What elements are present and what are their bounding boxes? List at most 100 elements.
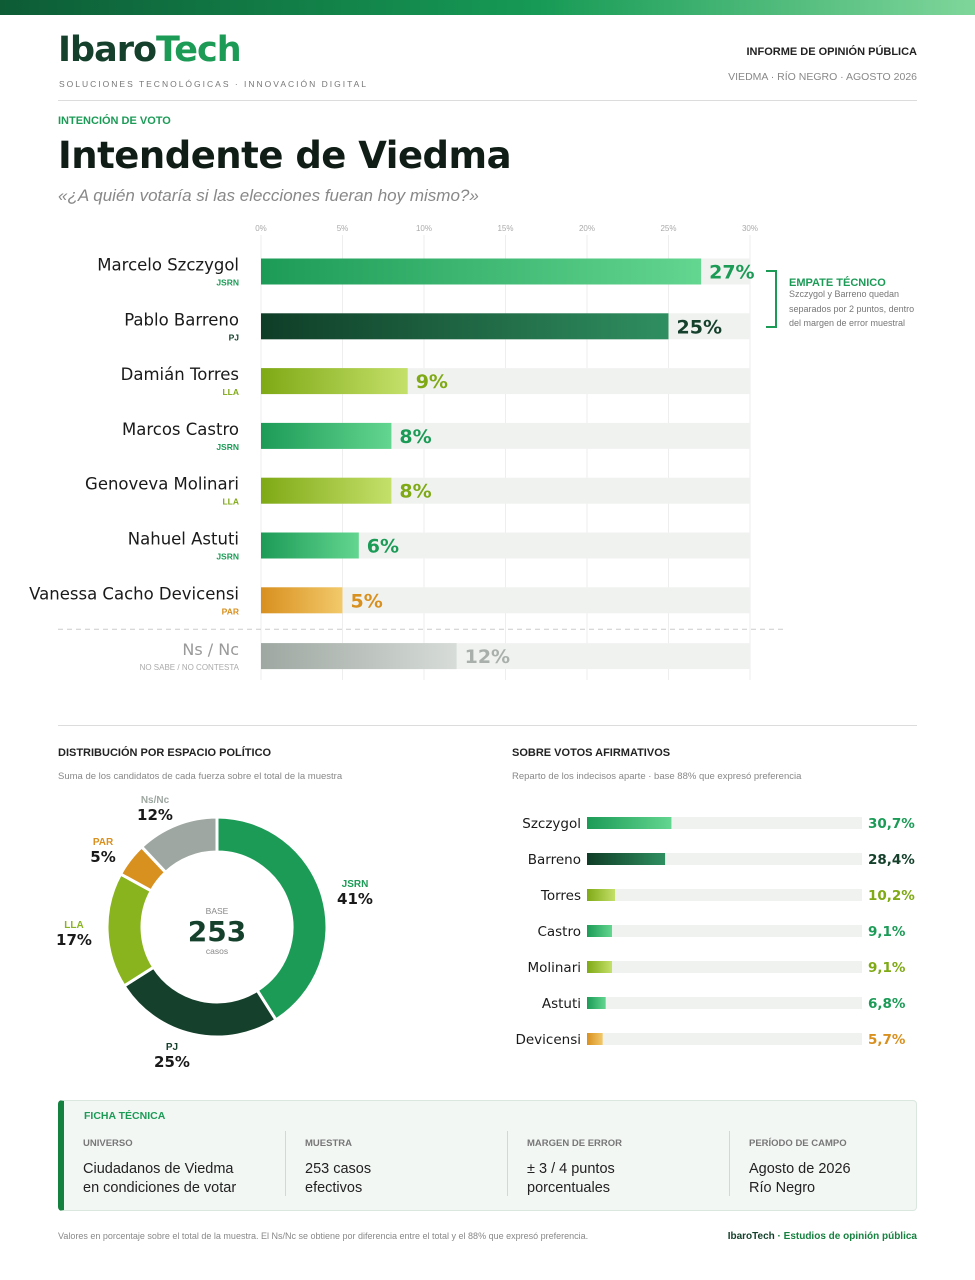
mini-bar-value: 10,2%	[868, 888, 915, 904]
bar	[261, 422, 392, 449]
slice-value: 5%	[90, 848, 115, 866]
mini-bar-name: Torres	[540, 888, 581, 904]
candidate-name: Marcos Castro	[122, 420, 239, 439]
data-label: 25%	[677, 316, 722, 338]
data-label: 9%	[416, 371, 448, 393]
donut-slice	[122, 965, 279, 1039]
ficha-margin: MARGEN DE ERROR ± 3 / 4 puntos porcentua…	[527, 1131, 727, 1201]
donut-slice	[139, 815, 219, 875]
party-label: PJ	[229, 332, 240, 342]
mini-bar-value: 6,8%	[868, 996, 906, 1012]
ficha-divider	[507, 1131, 508, 1196]
mini-bar-value: 9,1%	[868, 924, 906, 940]
distribution-subtitle: Suma de los candidatos de cada fuerza so…	[58, 771, 343, 782]
slice-value: 41%	[337, 890, 373, 908]
top-accent-bar	[0, 0, 975, 15]
slice-name: LLA	[64, 920, 83, 931]
candidate-name: Ns / Nc	[182, 640, 239, 659]
donut-center-unit: casos	[206, 946, 228, 956]
donut-center-label: BASE	[206, 906, 229, 916]
data-label: 5%	[351, 590, 383, 612]
data-label: 12%	[465, 646, 510, 668]
ficha-universe: UNIVERSO Ciudadanos de Viedma en condici…	[83, 1131, 283, 1201]
ficha-period-value: Agosto de 2026 Río Negro	[749, 1161, 851, 1196]
mini-bar-name: Barreno	[528, 852, 581, 868]
ficha-sample: MUESTRA 253 casos efectivos	[305, 1131, 505, 1201]
slice-value: 17%	[56, 931, 92, 949]
slice-name: PAR	[93, 837, 114, 848]
ficha-divider	[285, 1131, 286, 1196]
mini-bar	[587, 961, 613, 973]
bar	[261, 368, 408, 395]
party-label: NO SABE / NO CONTESTA	[140, 663, 240, 672]
mini-bar-name: Devicensi	[515, 1032, 581, 1048]
slice-name: Ns/Nc	[141, 795, 170, 806]
candidate-name: Damián Torres	[121, 365, 239, 384]
donut-slice	[105, 871, 156, 989]
slice-value: 25%	[154, 1053, 190, 1071]
distribution-title: DISTRIBUCIÓN POR ESPACIO POLÍTICO	[58, 747, 272, 759]
bar	[261, 532, 359, 559]
technical-sheet: FICHA TÉCNICA UNIVERSO Ciudadanos de Vie…	[58, 1100, 917, 1211]
party-label: JSRN	[216, 552, 239, 562]
bar	[261, 258, 702, 285]
mini-bar	[587, 817, 672, 829]
mini-bar	[587, 925, 613, 937]
mini-bar-value: 9,1%	[868, 960, 906, 976]
party-label: PAR	[222, 606, 239, 616]
slice-value: 12%	[137, 806, 173, 824]
donut-center-value: 253	[188, 915, 246, 948]
ficha-period-header: PERÍODO DE CAMPO	[749, 1138, 847, 1149]
data-label: 6%	[367, 536, 399, 558]
mini-bar-name: Molinari	[527, 960, 581, 976]
mini-bar	[587, 997, 606, 1009]
mini-bar-value: 30,7%	[868, 816, 915, 832]
mini-bar-value: 28,4%	[868, 852, 915, 868]
data-label: 8%	[399, 426, 431, 448]
technical-sheet-title: FICHA TÉCNICA	[84, 1110, 166, 1122]
mini-bar-track	[587, 925, 862, 937]
header-divider	[58, 100, 917, 101]
ficha-sample-value: 253 casos efectivos	[305, 1161, 372, 1196]
brand-tagline: SOLUCIONES TECNOLÓGICAS · INNOVACIÓN DIG…	[59, 79, 369, 89]
bar	[261, 477, 392, 504]
mini-bar	[587, 889, 616, 901]
ficha-divider	[729, 1131, 730, 1196]
data-label: 8%	[399, 481, 431, 503]
ficha-margin-header: MARGEN DE ERROR	[527, 1138, 623, 1149]
party-label: JSRN	[216, 442, 239, 452]
ficha-universe-value: Ciudadanos de Viedma en condiciones de v…	[83, 1161, 237, 1196]
ficha-margin-value: ± 3 / 4 puntos porcentuales	[527, 1161, 615, 1196]
slice-name: JSRN	[342, 879, 369, 890]
bar	[261, 643, 457, 670]
bar	[261, 587, 343, 614]
mini-bar-track	[587, 1033, 862, 1045]
candidate-name: Nahuel Astuti	[128, 530, 239, 549]
ficha-period: PERÍODO DE CAMPO Agosto de 2026 Río Negr…	[749, 1131, 909, 1201]
slice-name: PJ	[166, 1042, 178, 1053]
mini-bar-value: 5,7%	[868, 1032, 906, 1048]
data-label: 27%	[709, 262, 754, 284]
donut-slice	[215, 815, 329, 1022]
mini-bar	[587, 1033, 603, 1045]
tie-note-body: Szczygol y Barreno quedan separados por …	[789, 289, 915, 328]
party-label: LLA	[222, 497, 239, 507]
section-kicker: INTENCIÓN DE VOTO	[58, 115, 171, 127]
survey-question: «¿A quién votaría si las elecciones fuer…	[58, 186, 479, 205]
x-tick-label: 20%	[579, 224, 595, 233]
vote-intention-bar-chart: 0% 5% 10% 15% 20% 25% 30% 27% Marcelo Szczygol JS…	[29, 224, 785, 680]
candidate-name: Marcelo Szczygol	[97, 256, 239, 275]
mini-bar-track	[587, 997, 862, 1009]
ficha-sample-header: MUESTRA	[305, 1138, 352, 1149]
tie-note-title: EMPATE TÉCNICO	[789, 277, 886, 289]
x-tick-label: 15%	[497, 224, 513, 233]
candidate-name: Genoveva Molinari	[85, 475, 239, 494]
mini-bar-track	[587, 889, 862, 901]
affirmative-subtitle: Reparto de los indecisos aparte · base 8…	[512, 771, 802, 782]
x-tick-label: 30%	[742, 224, 758, 233]
mini-bar-name: Szczygol	[522, 816, 581, 832]
x-tick-label: 0%	[255, 224, 267, 233]
page-title: Intendente de Viedma	[58, 134, 512, 177]
mini-bar-name: Castro	[537, 924, 581, 940]
